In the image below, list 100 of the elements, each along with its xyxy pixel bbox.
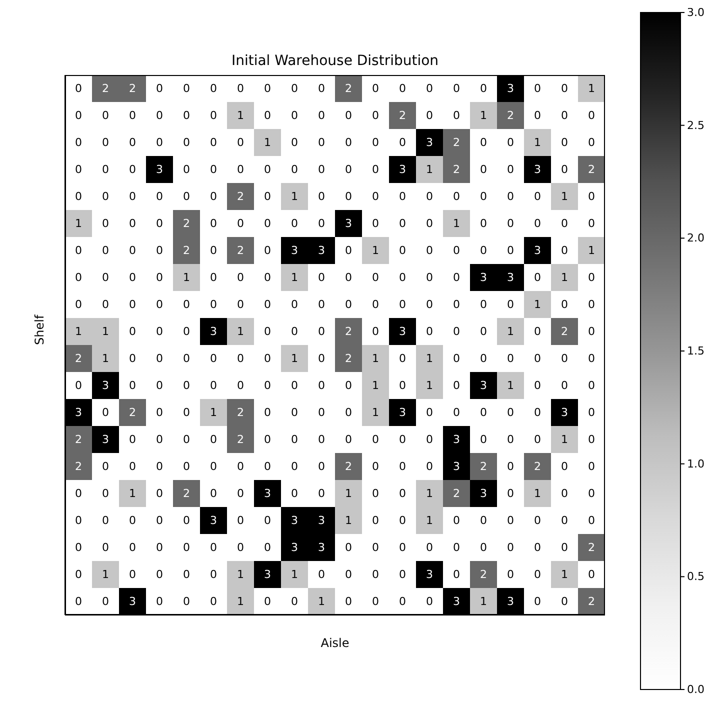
- data-label: 0: [75, 568, 82, 581]
- data-label: 0: [534, 568, 541, 581]
- data-label: 0: [183, 379, 190, 392]
- data-label: 3: [399, 406, 406, 419]
- data-label: 0: [534, 109, 541, 122]
- data-label: 0: [507, 406, 514, 419]
- data-label: 1: [102, 325, 109, 338]
- data-label: 0: [264, 325, 271, 338]
- data-label: 2: [237, 406, 244, 419]
- data-label: 0: [318, 433, 325, 446]
- data-label: 2: [453, 163, 460, 176]
- data-label: 0: [399, 541, 406, 554]
- data-label: 2: [345, 82, 352, 95]
- data-label: 1: [237, 595, 244, 608]
- chart-title: Initial Warehouse Distribution: [230, 53, 440, 69]
- data-label: 0: [210, 190, 217, 203]
- data-label: 0: [75, 595, 82, 608]
- data-label: 0: [210, 271, 217, 284]
- data-label: 1: [345, 514, 352, 527]
- data-label: 0: [534, 325, 541, 338]
- data-label: 0: [75, 244, 82, 257]
- data-label: 0: [156, 244, 163, 257]
- data-label: 0: [372, 298, 379, 311]
- data-label: 0: [507, 217, 514, 230]
- data-label: 0: [102, 136, 109, 149]
- data-label: 0: [561, 136, 568, 149]
- data-label: 0: [399, 433, 406, 446]
- data-label: 0: [345, 595, 352, 608]
- data-label: 1: [75, 325, 82, 338]
- data-label: 0: [372, 271, 379, 284]
- data-label: 0: [561, 82, 568, 95]
- data-label: 0: [426, 244, 433, 257]
- data-label: 0: [318, 298, 325, 311]
- data-label: 1: [561, 568, 568, 581]
- data-label: 0: [183, 595, 190, 608]
- data-label: 0: [372, 460, 379, 473]
- data-label: 0: [534, 595, 541, 608]
- data-label: 0: [129, 541, 136, 554]
- data-label: 1: [210, 406, 217, 419]
- data-label: 0: [345, 136, 352, 149]
- data-label: 0: [372, 136, 379, 149]
- data-label: 0: [102, 460, 109, 473]
- data-label: 0: [75, 271, 82, 284]
- data-label: 0: [156, 487, 163, 500]
- data-label: 0: [561, 541, 568, 554]
- data-label: 0: [588, 109, 595, 122]
- data-label: 0: [507, 244, 514, 257]
- data-label: 3: [561, 406, 568, 419]
- data-label: 0: [183, 298, 190, 311]
- data-label: 1: [291, 568, 298, 581]
- data-label: 0: [399, 379, 406, 392]
- data-label: 2: [129, 82, 136, 95]
- data-label: 0: [426, 460, 433, 473]
- data-label: 0: [183, 136, 190, 149]
- data-label: 0: [129, 298, 136, 311]
- data-label: 0: [318, 406, 325, 419]
- data-label: 0: [210, 568, 217, 581]
- data-label: 0: [318, 379, 325, 392]
- data-label: 1: [426, 163, 433, 176]
- data-label: 0: [426, 595, 433, 608]
- data-label: 0: [291, 298, 298, 311]
- data-label: 1: [237, 568, 244, 581]
- data-label: 0: [291, 109, 298, 122]
- data-label: 0: [534, 271, 541, 284]
- data-label: 0: [183, 163, 190, 176]
- data-label: 0: [588, 406, 595, 419]
- data-label: 0: [561, 244, 568, 257]
- data-label: 0: [426, 325, 433, 338]
- data-label: 3: [480, 487, 487, 500]
- data-label: 2: [237, 433, 244, 446]
- data-label: 0: [291, 460, 298, 473]
- data-label: 0: [399, 460, 406, 473]
- data-label: 0: [102, 541, 109, 554]
- data-label: 0: [426, 433, 433, 446]
- data-label: 0: [345, 163, 352, 176]
- data-label: 0: [102, 244, 109, 257]
- data-label: 2: [480, 460, 487, 473]
- data-label: 0: [345, 271, 352, 284]
- data-label: 0: [588, 568, 595, 581]
- data-label: 1: [480, 109, 487, 122]
- data-label: 0: [237, 82, 244, 95]
- data-label: 0: [561, 163, 568, 176]
- data-label: 0: [156, 109, 163, 122]
- data-label: 2: [345, 352, 352, 365]
- data-label: 0: [372, 82, 379, 95]
- data-label: 0: [480, 541, 487, 554]
- data-label: 0: [129, 460, 136, 473]
- data-label: 0: [237, 379, 244, 392]
- data-label: 2: [183, 244, 190, 257]
- data-label: 2: [237, 190, 244, 203]
- data-label: 0: [588, 217, 595, 230]
- data-label: 0: [156, 595, 163, 608]
- data-label: 3: [534, 163, 541, 176]
- data-label: 0: [102, 271, 109, 284]
- data-label: 0: [210, 298, 217, 311]
- data-label: 0: [156, 406, 163, 419]
- x-axis-title: Aisle: [320, 636, 350, 650]
- data-label: 0: [588, 460, 595, 473]
- data-label: 0: [345, 433, 352, 446]
- data-label: 2: [588, 163, 595, 176]
